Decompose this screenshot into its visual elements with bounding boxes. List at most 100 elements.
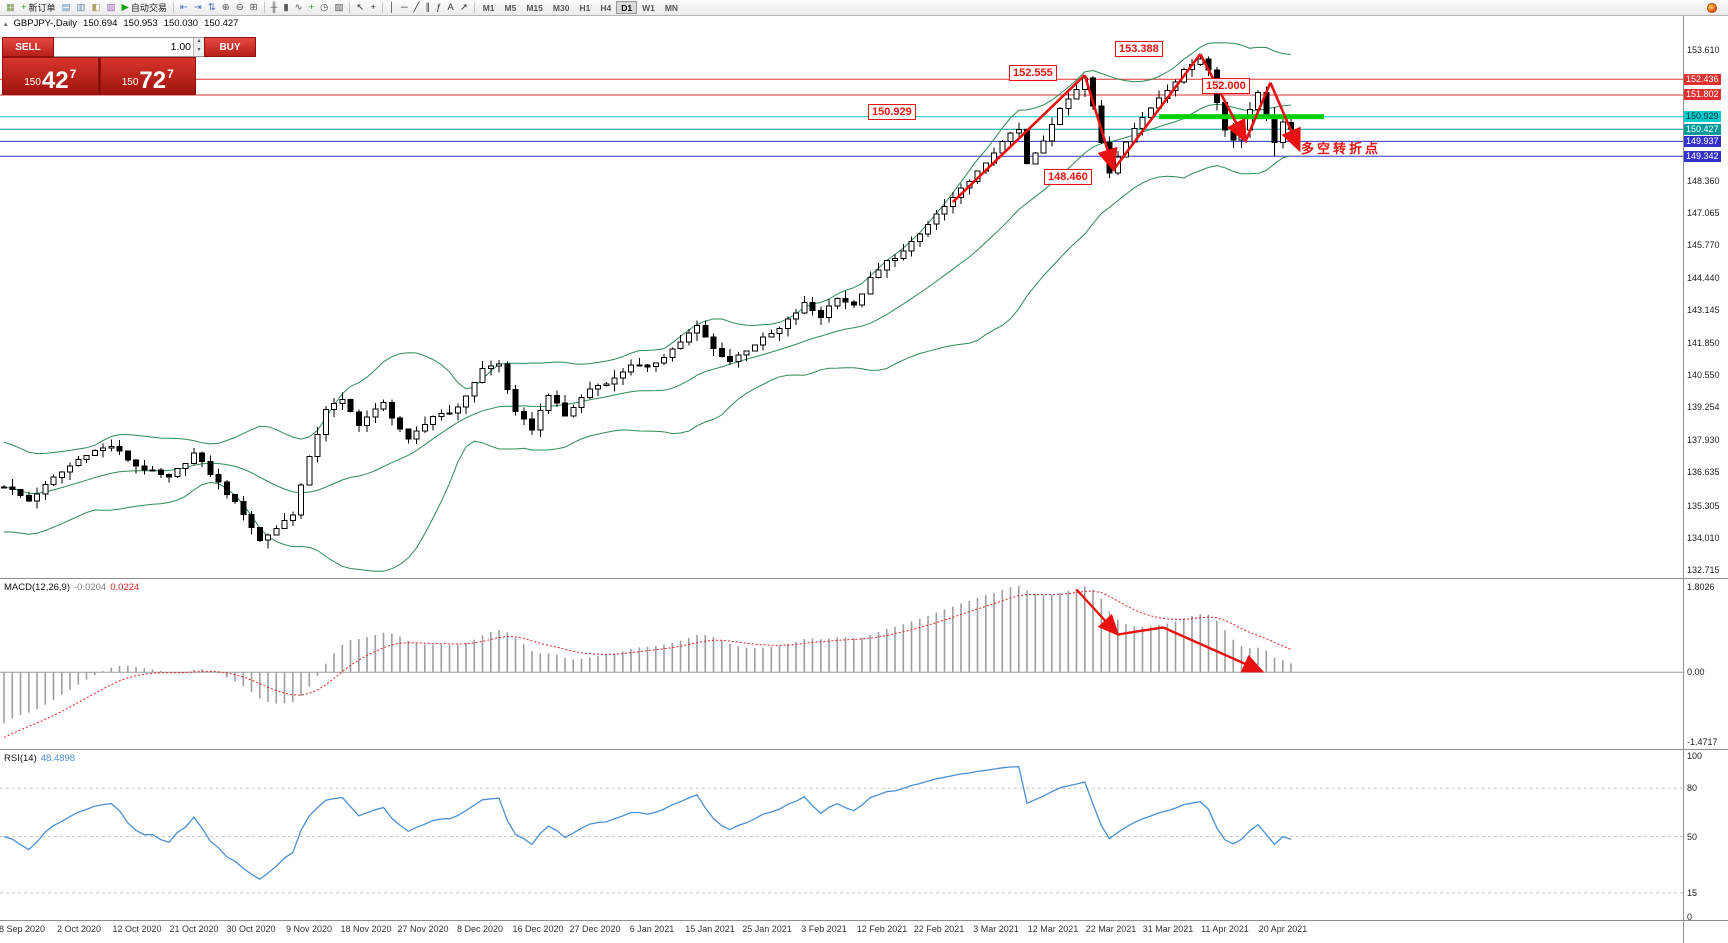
date-axis-label: 3 Mar 2021 — [973, 924, 1019, 934]
support-line[interactable] — [1159, 114, 1324, 120]
price-scale-label: 141.850 — [1687, 338, 1720, 348]
buy-price-sup: 7 — [167, 67, 174, 81]
horizontal-line-icon[interactable]: ─ — [398, 1, 411, 15]
bar-chart-icon[interactable]: ╫ — [268, 1, 281, 15]
time-axis[interactable]: 8 Sep 2020 2 Oct 2020 12 Oct 2020 21 Oct 20… — [0, 920, 1728, 943]
ohlc-low: 150.030 — [163, 18, 199, 29]
trend-note-text[interactable]: 多空转折点 — [1301, 141, 1382, 156]
cycles-icon[interactable]: ◷ — [317, 1, 331, 15]
navigator-icon[interactable]: ◧ — [89, 1, 104, 15]
cursor-icon[interactable]: ↖ — [353, 1, 367, 15]
navigator-icon-glyph: ◧ — [91, 1, 101, 13]
autotrade-button[interactable]: ▶ 自动交易 — [119, 1, 170, 15]
data-window-icon[interactable]: ▥ — [74, 1, 89, 15]
indent-left-icon[interactable]: ⇤ — [177, 1, 191, 15]
channel-icon[interactable]: ∥ — [422, 1, 433, 15]
volume-spinner[interactable]: ▴ ▾ — [54, 37, 204, 57]
crosshair-icon[interactable]: + — [367, 1, 379, 15]
line-chart-icon[interactable]: ∿ — [292, 1, 306, 15]
rsi-value: 48.4898 — [40, 753, 76, 764]
templates-icon[interactable]: ▨ — [331, 1, 346, 15]
price-scale-label: 134.010 — [1687, 533, 1720, 543]
price-marker-label: 149.937 — [1684, 136, 1721, 147]
sell-button[interactable]: SELL — [2, 37, 54, 57]
timeframe-mn-button[interactable]: MN — [664, 2, 679, 13]
timeframe-w1-button[interactable]: W1 — [642, 2, 655, 13]
volume-up-icon[interactable]: ▴ — [194, 38, 204, 47]
date-axis-label: 8 Sep 2020 — [0, 924, 46, 934]
timeframe-d1-button[interactable]: D1 — [616, 1, 638, 14]
timeframe-m1-button[interactable]: M1 — [482, 2, 495, 13]
price-level-lines[interactable] — [0, 78, 1683, 157]
buy-price-prefix: 150 — [121, 77, 139, 88]
trendline-icon[interactable]: ╱ — [411, 1, 423, 15]
date-axis-label: 27 Nov 2020 — [397, 924, 449, 934]
volume-down-icon[interactable]: ▾ — [194, 47, 204, 56]
price-annotation-box[interactable]: 152.555 — [1009, 65, 1057, 81]
indent-left-icon-glyph: ⇤ — [179, 1, 188, 13]
price-scale-label: 136.635 — [1687, 467, 1720, 477]
macd-main-value: -0.0204 — [74, 582, 107, 593]
toolbar-separator — [172, 2, 174, 13]
macd-trend-arrows[interactable] — [1075, 588, 1265, 673]
candlesticks[interactable] — [1, 55, 1294, 549]
cycles-icon-glyph: ◷ — [320, 1, 329, 13]
date-axis-label: 12 Mar 2021 — [1027, 924, 1079, 934]
buy-price-button[interactable]: 150 72 7 — [99, 57, 196, 95]
market-watch-icon[interactable]: ▤ — [59, 1, 74, 15]
volume-input[interactable] — [54, 38, 193, 56]
sort-icon[interactable]: ⇅ — [205, 1, 219, 15]
terminal-icon-glyph: ▧ — [106, 1, 116, 13]
date-axis-label: 9 Nov 2020 — [285, 924, 333, 934]
rsi-indicator-label: RSI(14) 48.4898 — [4, 753, 75, 764]
text-icon[interactable]: A — [444, 1, 456, 15]
vertical-line-icon[interactable]: │ — [386, 1, 398, 15]
autotrade-glyph: ▶ — [121, 1, 129, 13]
timeframe-m5-button[interactable]: M5 — [504, 2, 517, 13]
date-axis-label: 31 Mar 2021 — [1142, 924, 1194, 934]
news-indicator-icon[interactable] — [1707, 2, 1717, 13]
vertical-line-icon-glyph: │ — [388, 1, 395, 13]
price-scale-label: 135.305 — [1687, 501, 1720, 511]
sell-price-prefix: 150 — [24, 77, 41, 88]
price-scale-label: 147.065 — [1687, 208, 1720, 218]
volume-steppers[interactable]: ▴ ▾ — [193, 38, 204, 56]
new-chart-icon[interactable]: ▦ — [3, 1, 18, 15]
price-annotation-box[interactable]: 150.929 — [868, 104, 916, 120]
date-axis-label: 8 Dec 2020 — [456, 924, 504, 934]
zoom-in-icon[interactable]: ⊕ — [219, 1, 233, 15]
timeframe-m30-button[interactable]: M30 — [552, 2, 570, 13]
price-marker-label: 150.929 — [1684, 111, 1721, 122]
timeframe-m15-button[interactable]: M15 — [526, 2, 543, 13]
price-annotation-box[interactable]: 148.460 — [1044, 169, 1092, 185]
trend-arrows[interactable] — [951, 53, 1301, 204]
macd-scale-label: 1.8026 — [1687, 582, 1715, 592]
candle-chart-icon[interactable]: ▮ — [280, 1, 291, 15]
new-chart-icon-glyph: ▦ — [6, 1, 15, 13]
timeframe-h1-button[interactable]: H1 — [579, 2, 591, 13]
zoom-out-icon[interactable]: ⊖ — [233, 1, 247, 15]
arrows-icon[interactable]: ↗ — [457, 1, 471, 15]
date-axis-label: 30 Oct 2020 — [226, 924, 276, 934]
buy-button[interactable]: BUY — [204, 37, 256, 57]
candle-chart-icon-glyph: ▮ — [283, 1, 289, 13]
chart-symbol-info: ▴ GBPJPY-,Daily 150.694 150.953 150.030 … — [4, 18, 238, 29]
price-annotation-box[interactable]: 153.388 — [1115, 41, 1163, 57]
fibonacci-icon[interactable]: ƒ — [433, 1, 444, 15]
ohlc-high: 150.953 — [123, 18, 158, 29]
new-order-button[interactable]: + 新订单 — [18, 1, 59, 15]
indicators-icon-glyph: + — [308, 1, 315, 13]
terminal-icon[interactable]: ▧ — [104, 1, 119, 15]
tile-windows-icon[interactable]: ⊞ — [247, 1, 261, 15]
indicators-icon[interactable]: + — [306, 1, 318, 15]
price-scale[interactable]: 153.610 148.360 147.065 145.770 144.440 143.1… — [1683, 0, 1728, 943]
sell-price-button[interactable]: 150 42 7 — [2, 57, 99, 95]
indent-right-icon[interactable]: ⇥ — [191, 1, 205, 15]
timeframe-h4-button[interactable]: H4 — [600, 2, 612, 13]
date-axis-label: 11 Apr 2021 — [1201, 924, 1249, 934]
new-order-button-label: 新订单 — [28, 3, 56, 13]
date-axis-label: 12 Oct 2020 — [112, 924, 162, 934]
price-annotation-box[interactable]: 152.000 — [1202, 78, 1250, 94]
